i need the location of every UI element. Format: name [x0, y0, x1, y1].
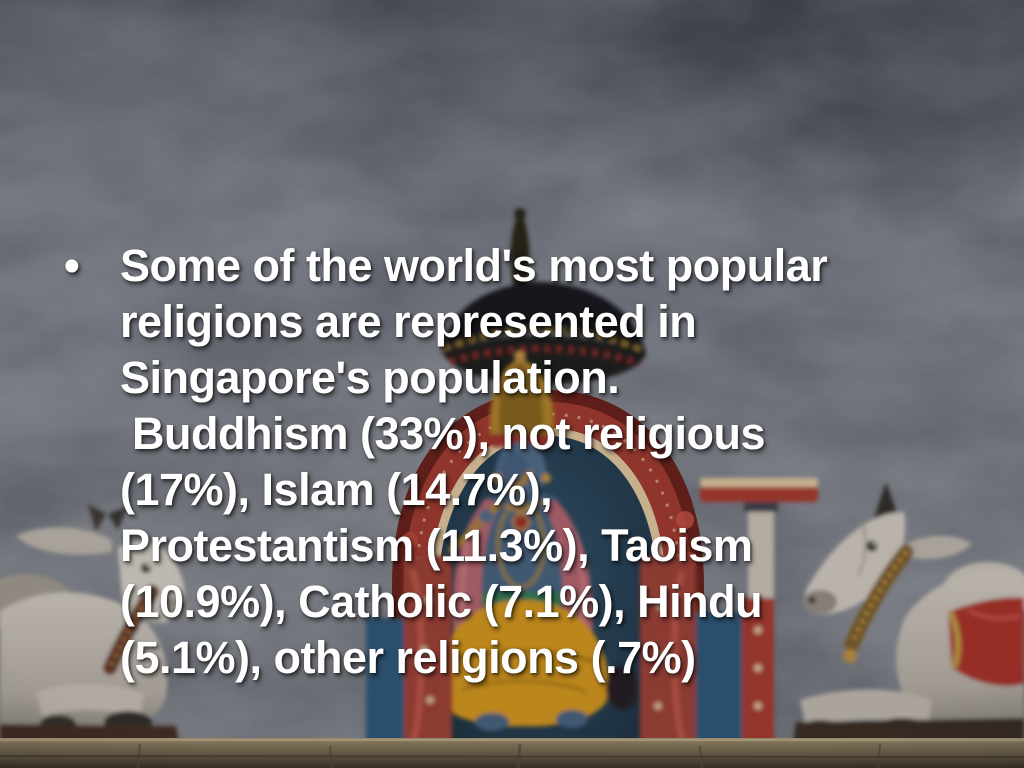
- slide-text-line-1: Some of the world's most popular: [120, 240, 828, 291]
- bullet-list: • Some of the world's most popular relig…: [64, 238, 964, 686]
- nandi-cow-left: [0, 504, 189, 748]
- slide-text-line-4: Buddhism (33%), not religious: [120, 408, 766, 459]
- slide-text-line-5: (17%), Islam (14.7%),: [120, 464, 553, 515]
- deity-statue: [438, 350, 638, 731]
- slide-text-line-3: Singapore's population.: [120, 352, 620, 403]
- parasol-finial: [442, 208, 646, 384]
- bullet-marker: •: [64, 240, 80, 291]
- slide-text-line-8: (5.1%), other religions (.7%): [120, 632, 696, 683]
- slide-text-line-2: religions are represented in: [120, 296, 697, 347]
- temple-side-columns: [366, 478, 818, 748]
- wooden-beam: [0, 738, 1024, 768]
- slide-text-line-7: (10.9%), Catholic (7.1%), Hindu: [120, 576, 763, 627]
- slide-text-line-6: Protestantism (11.3%), Taoism: [120, 520, 753, 571]
